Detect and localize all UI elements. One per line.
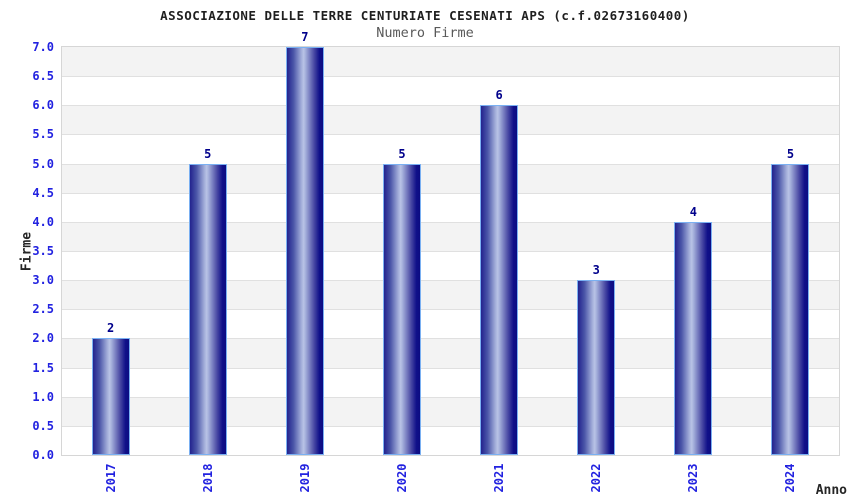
gridline — [62, 396, 839, 398]
bar-2024 — [771, 163, 810, 455]
y-axis-label: Firme — [19, 231, 35, 272]
gridline — [62, 367, 839, 369]
bar-value-label: 7 — [301, 30, 309, 44]
y-tick-label: 5.0 — [32, 156, 54, 171]
chart-title: ASSOCIAZIONE DELLE TERRE CENTURIATE CESE… — [160, 8, 690, 23]
plot-band — [62, 76, 839, 106]
gridline — [62, 425, 839, 427]
chart-subtitle: Numero Firme — [376, 25, 474, 41]
gridline — [62, 280, 839, 282]
x-tick-label: 2018 — [200, 463, 215, 493]
bar-2017 — [91, 338, 130, 455]
bar-value-label: 5 — [398, 146, 406, 161]
y-tick-label: 4.0 — [32, 214, 54, 229]
plot-band — [62, 192, 839, 222]
gridline — [62, 76, 839, 78]
x-tick-label: 2021 — [492, 463, 507, 493]
plot-band — [62, 105, 839, 135]
plot-band — [62, 338, 839, 368]
bar-value-label: 5 — [204, 146, 212, 161]
plot-area — [61, 46, 840, 456]
y-tick-label: 1.0 — [32, 389, 54, 404]
gridline — [62, 163, 839, 165]
y-tick-label: 3.5 — [32, 244, 54, 258]
y-tick-label: 6.0 — [32, 98, 54, 113]
plot-band — [62, 251, 839, 281]
y-tick-label: 6.5 — [32, 69, 54, 84]
plot-band — [62, 221, 839, 251]
x-tick-label: 2022 — [589, 463, 604, 493]
plot-band — [62, 309, 839, 339]
bar-2020 — [382, 163, 421, 455]
y-tick-label: 3.0 — [32, 273, 54, 288]
plot-band — [62, 47, 839, 77]
x-axis-label: Anno — [815, 483, 847, 498]
y-tick-label: 2.5 — [32, 302, 54, 317]
y-tick-label: 1.5 — [32, 360, 54, 375]
gridline — [62, 192, 839, 194]
y-tick-label: 0.5 — [32, 418, 54, 433]
bar-2023 — [674, 221, 713, 455]
y-tick-label: 4.5 — [32, 185, 54, 200]
plot-band — [62, 163, 839, 193]
bar-2019 — [285, 47, 324, 455]
bar-value-label: 6 — [495, 88, 503, 103]
x-tick-label: 2024 — [783, 463, 798, 493]
x-tick-label: 2017 — [103, 463, 118, 493]
y-tick-label: 7.0 — [32, 40, 54, 54]
x-tick-label: 2020 — [394, 463, 409, 493]
gridline — [62, 221, 839, 223]
gridline — [62, 134, 839, 136]
gridline — [62, 338, 839, 340]
plot-band — [62, 134, 839, 164]
bar-2018 — [188, 163, 227, 455]
bar-2022 — [577, 280, 616, 455]
y-tick-label: 5.5 — [32, 127, 54, 142]
bar-2021 — [480, 105, 519, 455]
x-tick-label: 2019 — [297, 463, 312, 493]
gridline — [62, 105, 839, 107]
bar-value-label: 4 — [689, 204, 697, 219]
bar-value-label: 3 — [592, 263, 600, 278]
plot-band — [62, 280, 839, 310]
y-tick-label: 2.0 — [32, 331, 54, 346]
plot-band — [62, 425, 839, 455]
bar-value-label: 5 — [786, 146, 795, 161]
gridline — [62, 309, 839, 311]
gridline — [62, 251, 839, 252]
plot-band — [62, 396, 839, 426]
plot-band — [62, 367, 839, 397]
x-tick-label: 2023 — [686, 463, 701, 493]
bar-value-label: 2 — [106, 321, 115, 336]
y-tick-label: 0.0 — [32, 448, 54, 462]
